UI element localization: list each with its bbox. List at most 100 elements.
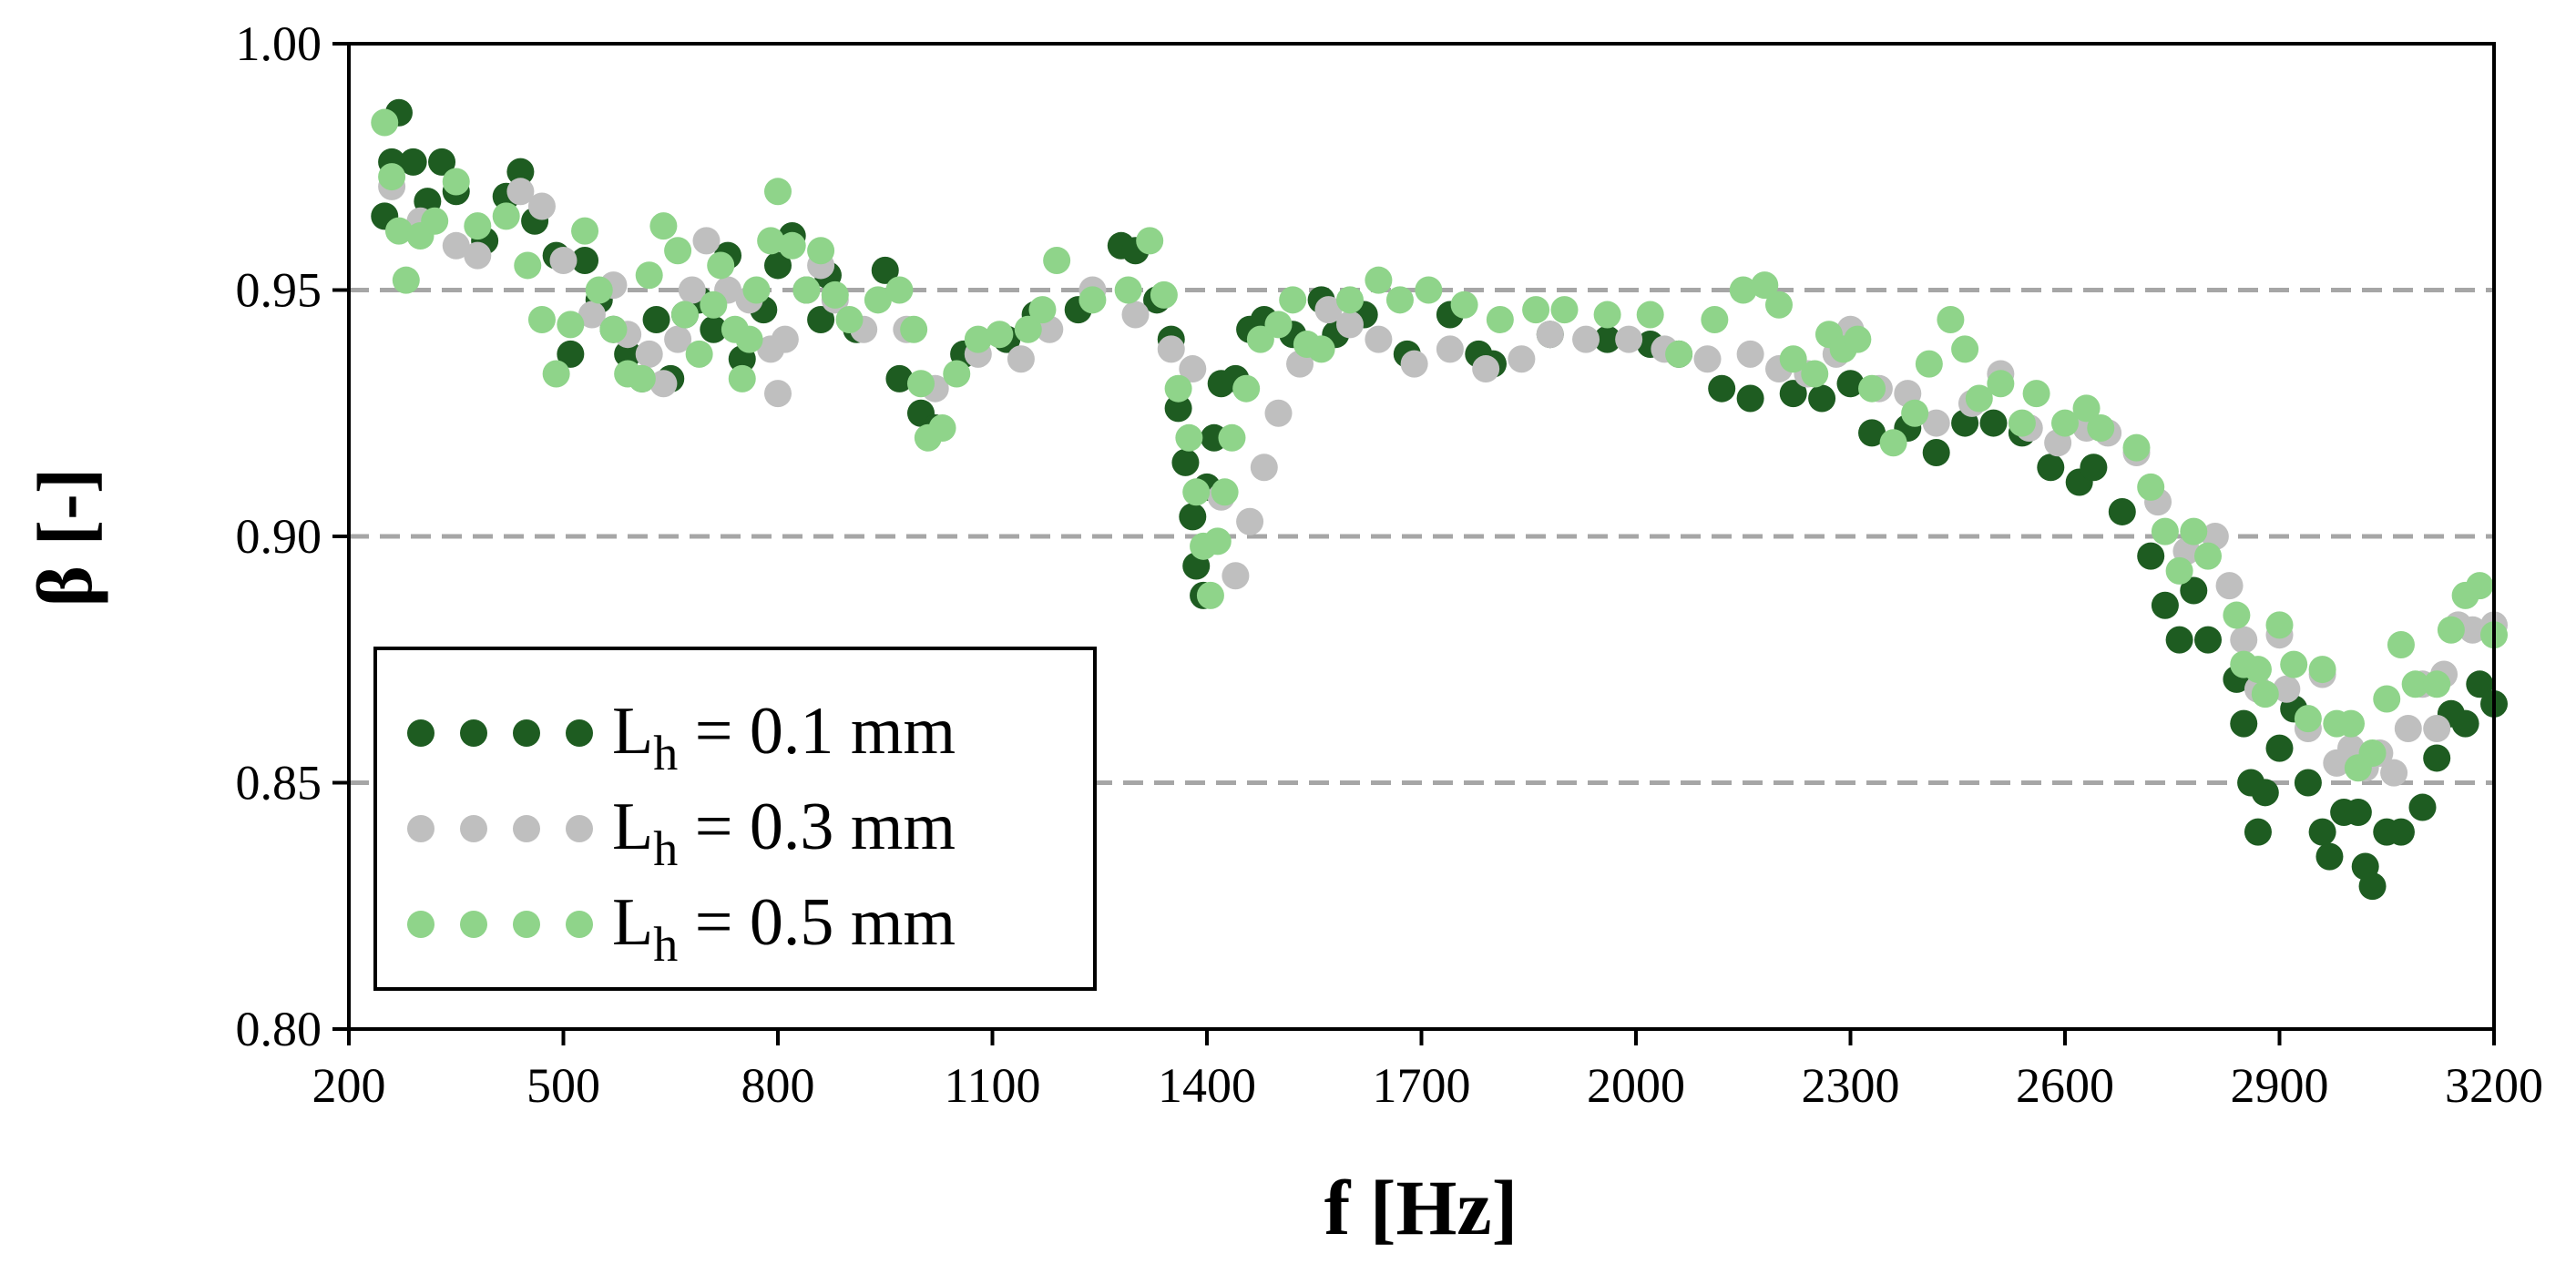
data-point-series-3 bbox=[442, 168, 470, 196]
data-point-series-3 bbox=[628, 364, 656, 392]
data-point-series-1 bbox=[2165, 626, 2193, 654]
data-point-series-3 bbox=[2051, 409, 2079, 437]
data-point-series-3 bbox=[2308, 656, 2336, 684]
data-point-series-2 bbox=[1222, 562, 1250, 590]
data-point-series-1 bbox=[1808, 384, 1836, 413]
data-point-series-1 bbox=[2037, 454, 2065, 482]
data-point-series-1 bbox=[614, 340, 642, 368]
data-point-series-1 bbox=[642, 305, 670, 333]
data-point-series-3 bbox=[1196, 581, 1224, 609]
data-point-series-3 bbox=[700, 291, 728, 319]
legend-marker-series-1 bbox=[460, 719, 487, 747]
data-point-series-3 bbox=[1279, 286, 1307, 314]
data-point-series-2 bbox=[442, 231, 470, 260]
data-point-series-3 bbox=[1211, 478, 1239, 506]
legend-box bbox=[373, 647, 1097, 991]
data-point-series-3 bbox=[1765, 291, 1793, 319]
data-point-series-3 bbox=[1336, 286, 1364, 314]
data-points bbox=[371, 98, 2508, 901]
data-point-series-3 bbox=[2022, 380, 2050, 408]
data-point-series-3 bbox=[1965, 384, 1993, 413]
data-point-series-3 bbox=[2423, 670, 2451, 698]
data-point-series-2 bbox=[2394, 714, 2422, 742]
data-point-series-2 bbox=[1536, 321, 1564, 349]
data-point-series-2 bbox=[1314, 296, 1343, 324]
data-point-series-3 bbox=[1901, 399, 1929, 427]
data-point-series-3 bbox=[1593, 301, 1621, 329]
data-point-series-1 bbox=[557, 340, 585, 368]
data-point-series-3 bbox=[2165, 556, 2193, 585]
data-point-series-3 bbox=[1218, 423, 1246, 452]
x-tick-label: 1100 bbox=[945, 1058, 1041, 1113]
x-tick-label: 2300 bbox=[1802, 1058, 1900, 1113]
data-point-series-2 bbox=[2423, 714, 2451, 742]
data-point-series-3 bbox=[2265, 611, 2294, 639]
y-tick-label: 0.95 bbox=[236, 263, 322, 318]
data-point-series-3 bbox=[1701, 305, 1729, 333]
data-point-series-3 bbox=[2151, 517, 2179, 545]
data-point-series-2 bbox=[506, 178, 535, 206]
data-point-series-2 bbox=[464, 241, 492, 270]
data-point-series-3 bbox=[1164, 374, 1192, 403]
data-point-series-2 bbox=[1572, 325, 1600, 353]
x-axis-ticks: 200 500 800 1100 1400 1700 2000 2300 2600 2900 320… bbox=[312, 1029, 2543, 1113]
data-point-series-3 bbox=[1232, 374, 1261, 403]
data-point-series-2 bbox=[1436, 335, 1464, 363]
legend-marker-series-3 bbox=[460, 911, 487, 938]
x-tick-label: 500 bbox=[526, 1058, 600, 1113]
data-point-series-3 bbox=[2437, 616, 2465, 644]
data-point-series-3 bbox=[928, 413, 956, 442]
data-point-series-2 bbox=[1693, 345, 1722, 373]
data-point-series-1 bbox=[2265, 734, 2294, 762]
data-point-series-3 bbox=[1937, 305, 1965, 333]
data-point-series-1 bbox=[2251, 779, 2279, 807]
data-point-series-2 bbox=[1400, 350, 1428, 378]
data-point-series-1 bbox=[1171, 448, 1200, 476]
data-point-series-3 bbox=[664, 237, 692, 265]
data-point-series-3 bbox=[2401, 670, 2429, 698]
data-point-series-1 bbox=[2308, 818, 2336, 846]
data-point-series-3 bbox=[1264, 311, 1293, 339]
legend-label-series-2: Lh = 0.3 mm bbox=[612, 790, 956, 876]
data-point-series-1 bbox=[2180, 576, 2208, 605]
x-tick-label: 2600 bbox=[2016, 1058, 2114, 1113]
data-point-series-3 bbox=[1915, 350, 1943, 378]
data-point-series-3 bbox=[792, 276, 821, 304]
data-point-series-3 bbox=[2358, 739, 2387, 768]
legend-marker-series-3 bbox=[513, 911, 540, 938]
data-point-series-3 bbox=[1879, 429, 1907, 457]
data-point-series-1 bbox=[2294, 769, 2322, 797]
data-point-series-3 bbox=[728, 364, 756, 392]
data-point-series-3 bbox=[735, 325, 763, 353]
data-point-series-1 bbox=[506, 158, 535, 186]
data-point-series-3 bbox=[685, 340, 713, 368]
data-point-series-3 bbox=[378, 163, 406, 191]
data-point-series-1 bbox=[1922, 439, 1950, 467]
data-point-series-2 bbox=[664, 325, 692, 353]
data-point-series-3 bbox=[1858, 374, 1886, 403]
data-point-series-1 bbox=[1779, 380, 1807, 408]
data-point-series-2 bbox=[649, 370, 678, 398]
data-point-series-2 bbox=[1179, 355, 1207, 383]
data-point-series-3 bbox=[821, 280, 849, 309]
data-point-series-2 bbox=[1264, 399, 1293, 427]
data-point-series-3 bbox=[1385, 286, 1414, 314]
data-point-series-3 bbox=[885, 276, 914, 304]
data-point-series-3 bbox=[670, 301, 699, 329]
data-point-series-2 bbox=[1336, 311, 1364, 339]
data-point-series-3 bbox=[1665, 340, 1693, 368]
data-point-series-1 bbox=[1858, 419, 1886, 447]
data-point-series-3 bbox=[1729, 276, 1757, 304]
data-point-series-3 bbox=[371, 108, 399, 137]
x-tick-label: 1700 bbox=[1373, 1058, 1471, 1113]
data-point-series-3 bbox=[1043, 247, 1071, 275]
data-point-series-3 bbox=[2244, 656, 2272, 684]
data-point-series-3 bbox=[2337, 709, 2365, 738]
data-point-series-3 bbox=[635, 261, 663, 290]
data-point-series-1 bbox=[1736, 384, 1764, 413]
data-point-series-3 bbox=[2180, 517, 2208, 545]
legend-marker-series-1 bbox=[513, 719, 540, 747]
data-point-series-1 bbox=[2387, 818, 2415, 846]
data-point-series-3 bbox=[1175, 423, 1203, 452]
data-point-series-1 bbox=[885, 364, 914, 392]
